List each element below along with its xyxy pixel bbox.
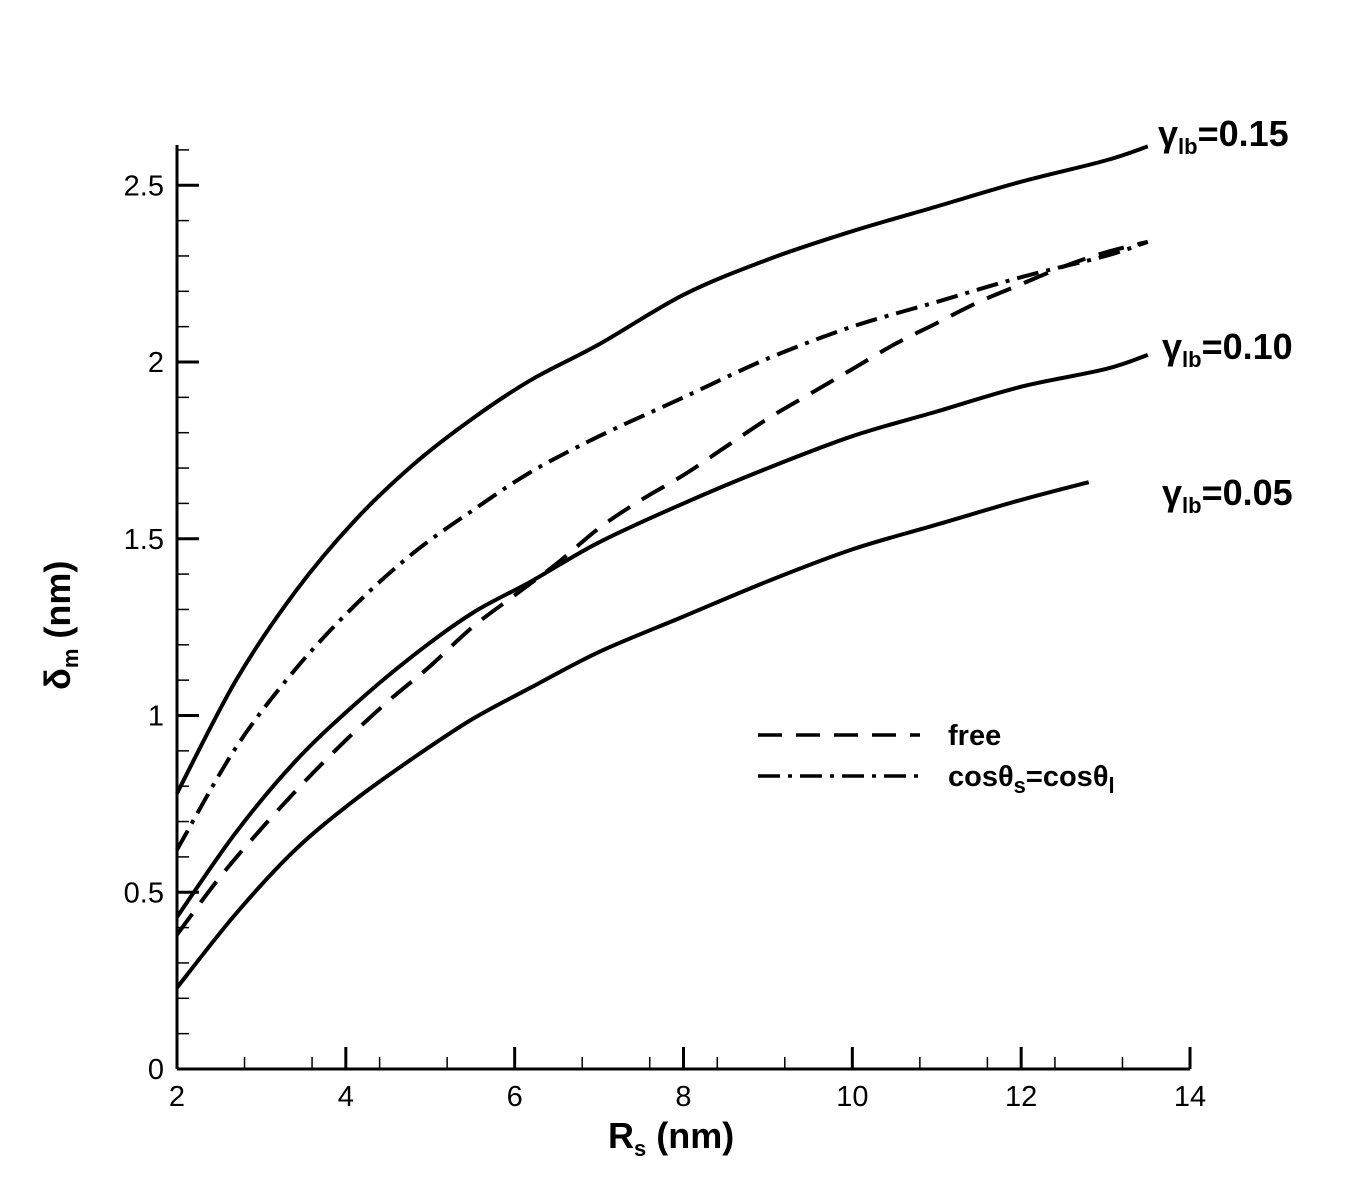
legend-label-free: free	[948, 720, 1001, 752]
x-tick-label: 6	[507, 1081, 523, 1113]
x-tick-label: 4	[338, 1081, 354, 1113]
series-layer	[175, 144, 1149, 989]
y-tick-label: 1.5	[124, 524, 164, 556]
curve-label-gamma-015: γlb=0.15	[1158, 113, 1289, 159]
series-line-free	[175, 239, 1149, 936]
curve-label-gamma-010: γlb=0.10	[1162, 326, 1293, 372]
x-tick-label: 8	[675, 1081, 691, 1113]
axis-ticks	[175, 149, 1192, 1071]
y-tick-label: 0	[148, 1054, 164, 1086]
series-line-gamma-015	[175, 144, 1149, 795]
series-line-gamma-010	[175, 353, 1149, 919]
y-tick-label: 1	[148, 701, 164, 733]
legend: free cosθs=cosθl	[758, 720, 1115, 798]
curve-label-gamma-005: γlb=0.05	[1162, 472, 1293, 518]
y-tick-label: 2	[148, 347, 164, 379]
y-tick-label: 2.5	[124, 170, 164, 202]
x-tick-label: 12	[1005, 1081, 1037, 1113]
x-axis-title: Rs (nm)	[608, 1115, 734, 1161]
x-tick-label: 14	[1174, 1081, 1206, 1113]
tick-labels: 2 4 6 8 10 12 14 0 0.5 1 1.5 2 2.5	[124, 170, 1206, 1113]
series-line-cos	[175, 239, 1149, 851]
y-tick-label: 0.5	[124, 877, 164, 909]
x-tick-label: 2	[169, 1081, 185, 1113]
y-axis-title: δm (nm)	[37, 561, 83, 690]
legend-label-cos: cosθs=cosθl	[948, 761, 1115, 798]
x-tick-label: 10	[836, 1081, 868, 1113]
series-line-gamma-005	[175, 480, 1090, 989]
